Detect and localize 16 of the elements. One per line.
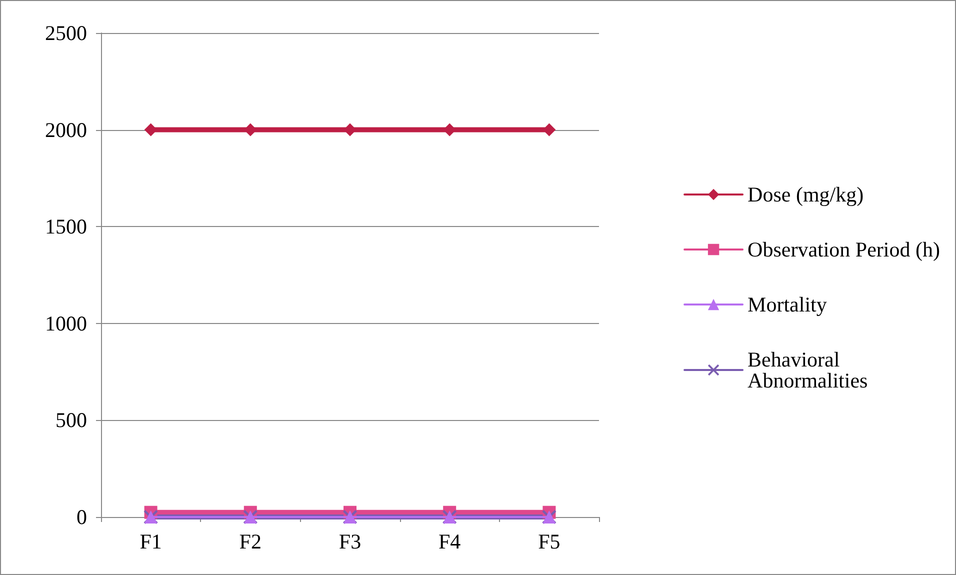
point [344, 123, 356, 136]
legend-label: Mortality [748, 292, 828, 316]
y-tick-label: 2500 [45, 21, 87, 45]
y-tick-label: 500 [56, 408, 87, 432]
legend-label: Observation Period (h) [748, 238, 940, 262]
x-tick-label: F3 [338, 530, 362, 554]
y-tick-label: 0 [76, 505, 87, 529]
y-tick-label: 2000 [45, 118, 87, 142]
x-tick-label: F5 [538, 530, 560, 554]
x-tick-label: F2 [239, 530, 262, 554]
x-tick-label: F1 [140, 530, 162, 554]
legend-label: Dose (mg/kg) [748, 182, 864, 206]
legend-label: Behavioral Abnormalities [748, 348, 868, 392]
x-tick-label: F4 [438, 530, 462, 554]
y-tick-label: 1500 [45, 214, 87, 239]
y-tick-label: 1000 [45, 311, 87, 336]
